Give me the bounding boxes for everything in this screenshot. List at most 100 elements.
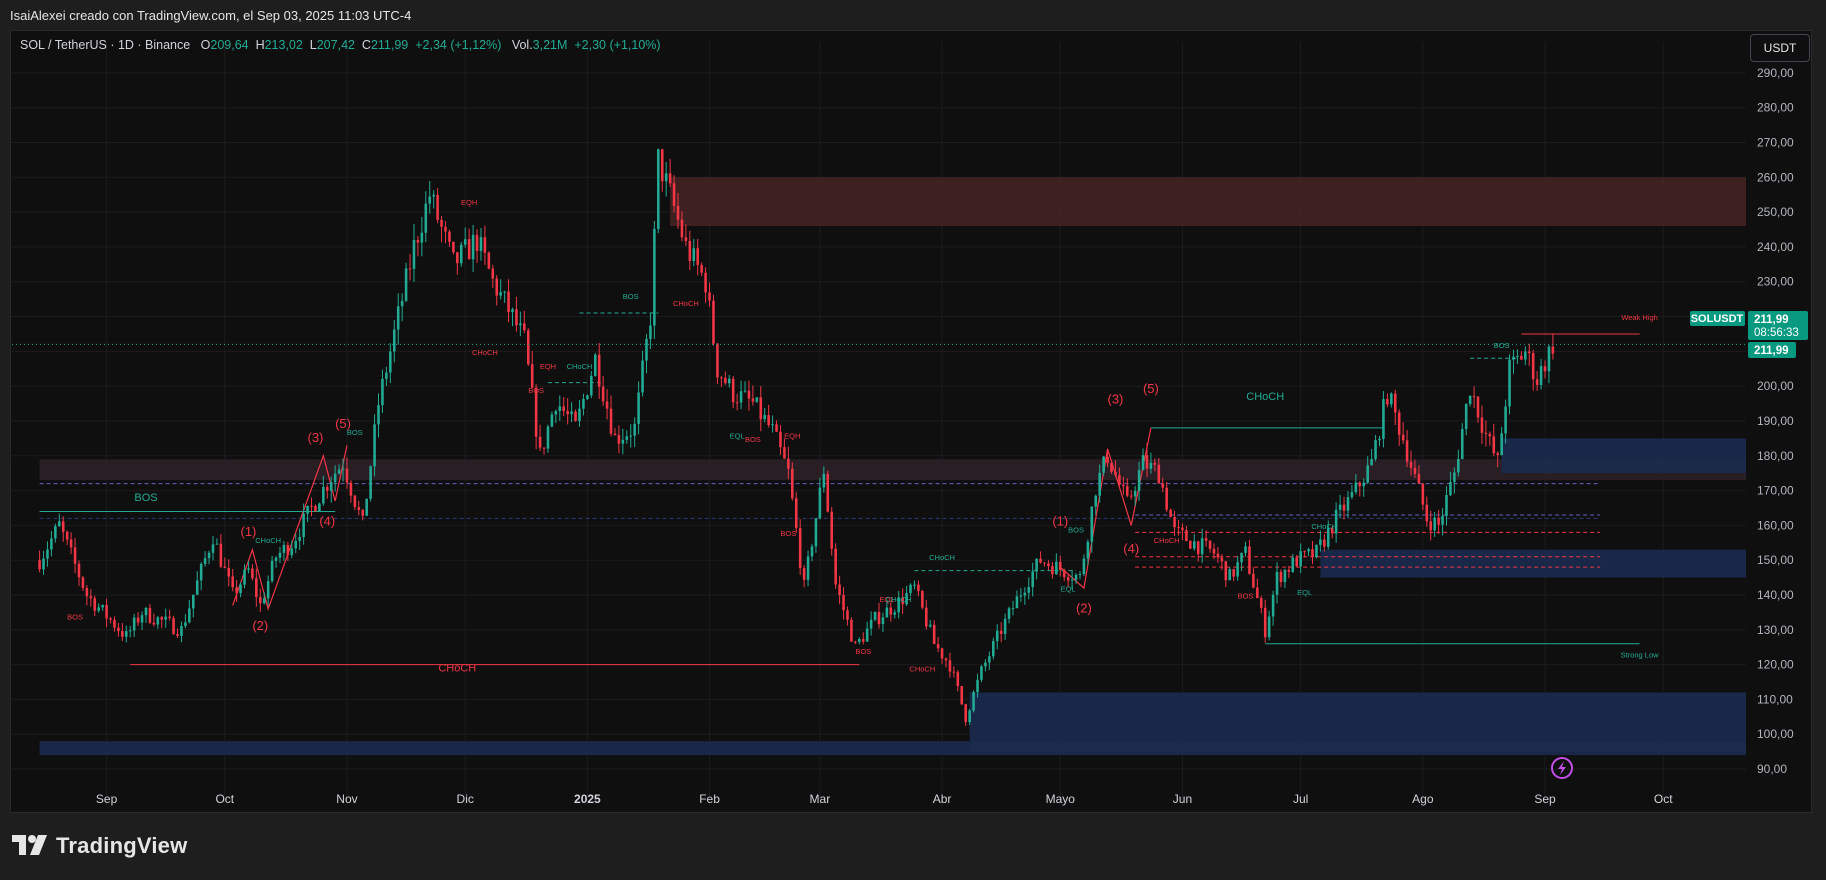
- candle-body: [1196, 541, 1200, 555]
- candle-body: [389, 351, 392, 373]
- candle-body: [1185, 530, 1188, 542]
- symbol-title[interactable]: SOL / TetherUS · 1D · Binance: [20, 38, 191, 52]
- candle-body: [960, 686, 964, 705]
- candle-body: [660, 149, 664, 182]
- candle-body: [999, 630, 1003, 634]
- price-tick-label: 270,00: [1757, 136, 1794, 150]
- candle-body: [1287, 569, 1291, 572]
- price-tick-label: 260,00: [1757, 170, 1794, 184]
- candle-body: [325, 487, 329, 491]
- lightning-icon[interactable]: [1551, 757, 1573, 779]
- candle-body: [1342, 504, 1346, 511]
- candle-body: [215, 543, 219, 545]
- candle-body: [1051, 566, 1054, 575]
- structure-label: EQL: [730, 431, 745, 440]
- structure-label: CHoCH: [909, 665, 935, 674]
- structure-label: CHoCH: [673, 299, 699, 308]
- candle-body: [771, 424, 774, 426]
- candle-body: [85, 587, 89, 597]
- time-tick-label: Jun: [1173, 792, 1192, 806]
- candle-body: [1441, 515, 1444, 525]
- candle-body: [1090, 506, 1094, 542]
- candle-body: [361, 509, 365, 516]
- candle-body: [601, 386, 605, 402]
- candle-body: [830, 511, 833, 549]
- candle-body: [909, 584, 912, 593]
- candle-body: [1449, 482, 1452, 496]
- time-tick-label: Abr: [933, 792, 952, 806]
- candle-body: [1232, 569, 1235, 577]
- candle-body: [1027, 587, 1031, 593]
- currency-button[interactable]: USDT: [1750, 34, 1810, 62]
- candle-body: [349, 482, 353, 496]
- candle-body: [570, 411, 573, 415]
- candle-body: [148, 607, 152, 623]
- mixed-zone: [39, 459, 1746, 481]
- candle-body: [861, 639, 865, 642]
- candle-body: [1508, 359, 1511, 407]
- structure-label: BOS: [745, 435, 761, 444]
- price-tick-label: 130,00: [1757, 623, 1794, 637]
- candle-body: [274, 557, 278, 561]
- candle-body: [755, 397, 759, 402]
- candle-body: [1169, 509, 1172, 517]
- candle-body: [1236, 562, 1239, 577]
- candle-body: [1295, 557, 1299, 567]
- candle-body: [1397, 412, 1401, 435]
- volume-value: 3,21M: [532, 38, 568, 52]
- candle-body: [1122, 484, 1125, 487]
- candle-body: [1330, 527, 1334, 534]
- demand-zone: [1501, 438, 1746, 474]
- candle-body: [1299, 551, 1302, 567]
- chart-panel[interactable]: [10, 30, 1812, 813]
- candle-body: [515, 309, 518, 326]
- candle-body: [1492, 436, 1496, 454]
- tradingview-logo[interactable]: TradingView: [12, 833, 187, 859]
- candle-body: [203, 558, 207, 564]
- candle-body: [664, 173, 668, 182]
- structure-label: CHoCH: [438, 663, 476, 675]
- candle-body: [314, 505, 317, 512]
- close-label: C: [361, 38, 371, 52]
- structure-label: BOS: [347, 428, 363, 437]
- candle-body: [176, 634, 179, 636]
- open-label: O: [200, 38, 211, 52]
- candle-body: [322, 487, 325, 504]
- candle-body: [258, 597, 262, 604]
- candle-body: [881, 617, 885, 625]
- candle-body: [1326, 527, 1330, 547]
- structure-label: CHoCH: [929, 553, 955, 562]
- candle-body: [436, 194, 439, 220]
- candle-body: [1047, 563, 1050, 567]
- time-tick-label: Mar: [810, 792, 831, 806]
- candle-body: [609, 408, 613, 434]
- candle-body: [625, 436, 629, 440]
- candle-body: [471, 234, 475, 260]
- candle-body: [420, 232, 424, 243]
- candle-body: [995, 630, 999, 642]
- candle-body: [1023, 592, 1027, 596]
- candle-body: [814, 518, 818, 547]
- candle-body: [136, 617, 140, 623]
- candle-body: [188, 608, 191, 623]
- candle-body: [1019, 595, 1023, 597]
- candle-body: [463, 239, 467, 245]
- candle-body: [192, 594, 195, 609]
- candle-body: [1110, 463, 1113, 472]
- high-value: 213,02: [264, 38, 303, 52]
- candle-body: [1149, 462, 1153, 469]
- candle-body: [499, 292, 502, 296]
- candle-body: [1417, 473, 1421, 484]
- candle-body: [1551, 346, 1555, 354]
- candle-body: [889, 607, 893, 615]
- structure-label: (1): [1052, 513, 1068, 528]
- candle-body: [1315, 544, 1318, 558]
- structure-label: EQL: [879, 595, 894, 604]
- candle-body: [251, 568, 254, 579]
- structure-label: BOS: [1494, 341, 1510, 350]
- structure-label: CHoCH: [1246, 391, 1284, 403]
- candle-body: [1082, 558, 1086, 575]
- candle-body: [1263, 607, 1267, 638]
- candle-body: [1433, 517, 1436, 531]
